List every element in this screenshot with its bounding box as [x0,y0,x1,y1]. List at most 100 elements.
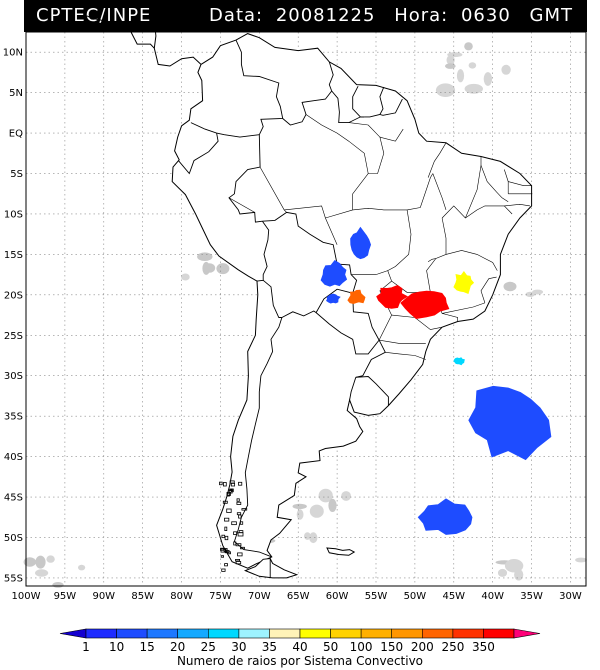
coastal-island [223,548,228,552]
date-label: Data: [209,5,264,26]
state-border [379,339,426,344]
axis-labels: 10N 5N EQ 5S 10S 15S 20S 25S 30S 35S 40S 45S 50S 55S 1… [3,48,582,602]
colorbar-label: 20 [170,640,185,654]
colorbar-swatch [116,628,148,639]
cloud-patch [216,263,230,275]
sc-minas-yellow-shape [453,270,475,294]
sc-mato-grosso-shape [320,259,348,287]
state-border [465,156,482,219]
coastal-island [231,521,237,526]
cloud-patch [23,557,36,567]
cloud-patch [575,557,587,563]
colorbar-label: 250 [441,640,464,654]
cloud-patch [292,503,307,510]
central-america-coast-north [116,1,158,49]
country-border [315,312,380,355]
lat-tick-label: 50S [4,533,23,544]
cloud-patch [202,261,210,275]
coastal-island [224,535,229,541]
lon-tick-label: 75W [209,591,232,602]
state-borders [228,114,533,360]
colorbar-swatch [299,628,331,639]
state-border [427,258,436,262]
sc-central-brazil [350,226,372,260]
cloud-patch [501,64,511,75]
coastal-island [230,488,234,493]
sc-sao-paulo-east-shape [400,290,450,320]
cloud-patch [468,62,477,69]
country-border [379,98,403,116]
cloud-patch [181,273,190,281]
coastal-island [221,568,226,572]
cloud-patch [525,291,535,297]
lon-tick-label: 90W [92,591,115,602]
sc-bolivia-small [326,293,341,304]
coastal-island [224,563,228,567]
lon-tick-label: 95W [54,591,77,602]
lat-tick-label: 20S [4,290,23,301]
colorbar-label: 15 [139,640,154,654]
coastal-island [238,514,242,519]
colorbar-swatch [146,628,179,639]
country-border [355,339,386,378]
country-border [282,90,333,126]
state-border [508,181,532,186]
lon-tick-label: 40W [481,591,504,602]
coastal-island [222,500,228,504]
lat-tick-label: 15S [4,250,23,261]
country-border [364,86,385,118]
coastal-island [236,498,240,502]
country-border [228,166,263,223]
coastal-island [224,517,230,522]
sc-mato-grosso [320,259,348,287]
lon-tick-label: 35W [520,591,543,602]
colorbar-label: 50 [323,640,338,654]
country-border [178,133,219,175]
tierra-del-fuego [243,557,299,579]
country-border [235,39,284,168]
state-border [426,217,447,293]
colorbar-label: 35 [262,640,277,654]
country-border [352,85,365,118]
coastal-island [237,552,243,557]
state-border [407,173,434,211]
sc-atlantic-south-shape [417,498,473,535]
coastal-island [230,482,236,487]
lon-tick-label: 70W [248,591,271,602]
cloud-patch [504,559,524,573]
lat-tick-label: 55S [4,573,23,584]
colorbar-label: 25 [201,640,216,654]
state-border [480,276,497,303]
coastal-island [239,521,244,525]
cloud-patch [46,555,55,563]
lat-tick-label: 45S [4,493,23,504]
cloud-patch [446,55,455,65]
colorbar-label: 40 [292,640,307,654]
state-border [284,205,338,245]
state-border [504,203,531,207]
lat-tick-label: 5S [10,169,23,180]
state-border [445,250,498,271]
sc-paraguay-orange [347,289,366,305]
colorbar-label: 100 [350,640,373,654]
coastal-island [226,491,231,496]
lon-tick-label: 100W [12,591,41,602]
coastal-island [220,548,227,553]
coastal-island [236,501,242,505]
cloud-patch [497,568,508,577]
coastal-island [224,526,228,531]
coastal-island [238,530,244,534]
lat-tick-label: 5N [9,88,23,99]
colorbar-label: 10 [109,640,124,654]
lat-tick-label: 35S [4,412,23,423]
coastal-island [220,555,225,558]
cloud-patch [304,532,311,540]
lat-tick-label: 10S [4,209,23,220]
date-value: 20081225 [275,5,376,26]
country-border [349,377,357,401]
colorbar-swatch [208,628,240,639]
cloud-patch [78,564,86,571]
lon-tick-label: 30W [559,591,582,602]
colorbar-swatch [421,628,454,639]
country-border [256,220,270,282]
